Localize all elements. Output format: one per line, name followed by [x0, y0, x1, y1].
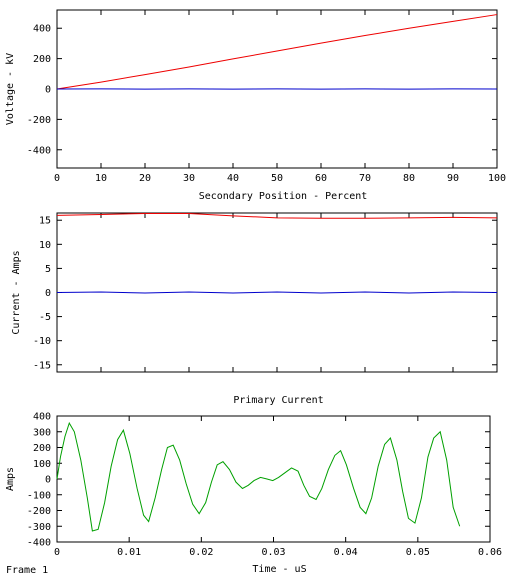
primary-x-tick-label: 0.06 — [478, 547, 502, 558]
current-series-1-line — [56, 212, 498, 219]
primary-y-tick-label: 100 — [33, 459, 51, 470]
voltage-x-tick-label: 100 — [488, 173, 506, 184]
voltage-y-tick-label: 0 — [45, 85, 51, 96]
current-y-tick-label: -15 — [33, 360, 51, 371]
primary-plot-frame — [56, 415, 491, 543]
primary-x-tick-label: 0.04 — [334, 547, 358, 558]
primary-x-tick-label: 0.03 — [261, 547, 285, 558]
voltage-x-tick-label: 0 — [54, 173, 60, 184]
primary-x-tick-label: 0.02 — [189, 547, 213, 558]
current-y-tick-label: 5 — [45, 264, 51, 275]
primary-chart-title: Primary Current — [233, 395, 323, 406]
voltage-x-tick-label: 30 — [183, 173, 195, 184]
voltage-x-tick-label: 60 — [315, 173, 327, 184]
voltage-x-tick-label: 10 — [95, 173, 107, 184]
voltage-x-tick-label: 40 — [227, 173, 239, 184]
current-y-tick-label: -5 — [39, 312, 51, 323]
voltage-x-tick-label: 70 — [359, 173, 371, 184]
voltage-y-axis-title: Voltage - kV — [5, 53, 16, 125]
primary-y-tick-label: 200 — [33, 443, 51, 454]
primary-y-tick-label: -100 — [27, 490, 51, 501]
frame-label: Frame 1 — [6, 565, 49, 576]
voltage-y-tick-label: 400 — [33, 24, 51, 35]
primary-y-tick-label: -400 — [27, 538, 51, 549]
primary-x-tick-label: 0 — [54, 547, 60, 558]
voltage-y-tick-label: 200 — [33, 54, 51, 65]
primary-y-axis-title: Amps — [5, 467, 16, 491]
primary-x-axis-title: Time - uS — [252, 564, 306, 575]
voltage-y-tick-label: -400 — [27, 145, 51, 156]
current-y-axis-title: Current - Amps — [11, 250, 22, 334]
voltage-x-tick-label: 90 — [447, 173, 459, 184]
voltage-x-tick-label: 50 — [271, 173, 283, 184]
current-y-tick-label: 15 — [39, 216, 51, 227]
primary-series-1-line — [56, 421, 461, 532]
current-y-tick-label: 0 — [45, 288, 51, 299]
primary-x-tick-label: 0.01 — [117, 547, 141, 558]
voltage-x-axis-title: Secondary Position - Percent — [199, 191, 368, 202]
current-y-tick-label: -10 — [33, 336, 51, 347]
voltage-y-tick-label: -200 — [27, 115, 51, 126]
primary-y-tick-label: -300 — [27, 522, 51, 533]
primary-x-tick-label: 0.05 — [406, 547, 430, 558]
voltage-x-tick-label: 20 — [139, 173, 151, 184]
voltage-x-tick-label: 80 — [403, 173, 415, 184]
current-series-2-line — [56, 291, 498, 294]
current-y-tick-label: 10 — [39, 240, 51, 251]
voltage-series-1-line — [56, 14, 498, 90]
primary-y-tick-label: 0 — [45, 475, 51, 486]
primary-y-tick-label: -200 — [27, 506, 51, 517]
primary-y-tick-label: 300 — [33, 427, 51, 438]
primary-y-tick-label: 400 — [33, 412, 51, 423]
